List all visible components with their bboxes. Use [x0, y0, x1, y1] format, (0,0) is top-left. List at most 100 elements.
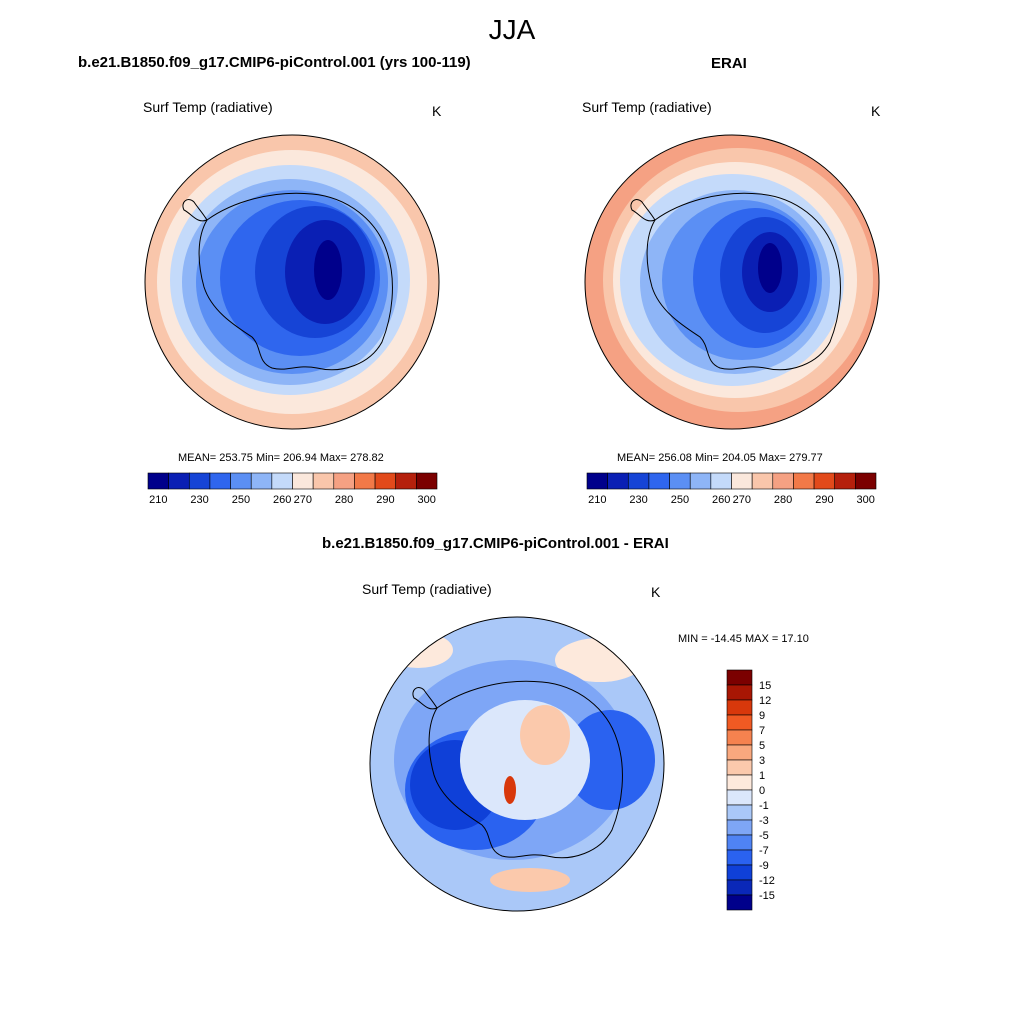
diff-colorbar-tick-label: 9 — [759, 710, 765, 722]
obs-colorbar-tick-label: 270 — [733, 494, 751, 506]
model-colorbar-swatch — [395, 472, 417, 490]
diff-colorbar-swatch — [726, 774, 753, 791]
diff-colorbar-tick-label: 0 — [759, 785, 765, 797]
obs-colorbar-swatch — [772, 472, 794, 490]
obs-colorbar: 210 230 250 260 270 280 290 300 — [586, 472, 877, 506]
model-colorbar-tick-label: 230 — [190, 494, 208, 506]
diff-colorbar-swatch — [726, 849, 753, 866]
obs-colorbar-swatch — [855, 472, 877, 490]
diff-colorbar-swatch — [726, 834, 753, 851]
obs-colorbar-tick-label: 280 — [774, 494, 792, 506]
diff-band-east — [565, 710, 655, 810]
diff-colorbar-swatch — [726, 684, 753, 701]
model-colorbar-tick-label: 270 — [294, 494, 312, 506]
obs-colorbar-swatch — [710, 472, 732, 490]
obs-panel-title: ERAI — [711, 55, 747, 72]
obs-colorbar-swatch — [689, 472, 712, 490]
model-colorbar-swatch — [250, 472, 273, 490]
model-variable-label: Surf Temp (radiative) — [143, 99, 273, 115]
obs-colorbar-tick-label: 290 — [815, 494, 833, 506]
model-colorbar-tick-label: 290 — [376, 494, 394, 506]
diff-colorbar-tick-label: 15 — [759, 680, 771, 692]
model-colorbar-swatch — [333, 472, 355, 490]
diff-colorbar-tick-label: -15 — [759, 890, 775, 902]
diff-colorbar-tick-label: 3 — [759, 755, 765, 767]
model-colorbar-tick-label: 250 — [232, 494, 250, 506]
diff-colorbar-tick-label: 12 — [759, 695, 771, 707]
diff-units-label: K — [651, 584, 661, 600]
model-colorbar: 210 230 250 260 270 280 290 300 — [147, 472, 438, 506]
diff-colorbar-tick-label: 5 — [759, 740, 765, 752]
model-units-label: K — [432, 103, 442, 119]
model-colorbar-tick-label: 300 — [417, 494, 435, 506]
diff-colorbar-swatch — [726, 879, 753, 896]
diff-colorbar-tick-label: -3 — [759, 815, 769, 827]
obs-colorbar-tick-label: 210 — [588, 494, 606, 506]
obs-colorbar-swatch — [607, 472, 629, 490]
model-panel-title: b.e21.B1850.f09_g17.CMIP6-piControl.001 … — [78, 54, 471, 71]
obs-colorbar-tick-label: 300 — [856, 494, 874, 506]
diff-colorbar-swatch — [726, 744, 753, 761]
model-colorbar-swatch — [188, 472, 211, 490]
diff-variable-label: Surf Temp (radiative) — [362, 581, 492, 597]
diff-colorbar-swatch — [726, 789, 753, 806]
model-stats: MEAN= 253.75 Min= 206.94 Max= 278.82 — [178, 452, 384, 464]
obs-units-label: K — [871, 103, 881, 119]
figure-title: JJA — [488, 14, 536, 45]
obs-colorbar-tick-label: 260 — [712, 494, 730, 506]
obs-colorbar-swatch — [731, 472, 753, 490]
model-colorbar-swatch — [354, 472, 376, 490]
obs-colorbar-swatch — [813, 472, 836, 490]
diff-colorbar-tick-label: -1 — [759, 800, 769, 812]
obs-colorbar-swatch — [627, 472, 650, 490]
model-colorbar-tick-label: 260 — [273, 494, 291, 506]
model-band-210 — [314, 240, 342, 300]
diff-warm-interior — [520, 705, 570, 765]
diff-colorbar-swatch — [726, 714, 753, 731]
diff-colorbar-tick-label: -7 — [759, 845, 769, 857]
obs-stats: MEAN= 256.08 Min= 204.05 Max= 279.77 — [617, 452, 823, 464]
model-colorbar-swatch — [312, 472, 335, 490]
obs-colorbar-swatch — [648, 472, 670, 490]
diff-colorbar-swatch — [726, 804, 753, 821]
model-colorbar-swatch — [292, 472, 314, 490]
diff-colorbar-swatch — [726, 759, 753, 776]
model-colorbar-swatch — [230, 472, 252, 490]
obs-map — [585, 135, 879, 429]
obs-colorbar-tick-label: 230 — [629, 494, 647, 506]
model-map-border — [144, 134, 440, 430]
diff-colorbar-swatch — [726, 819, 753, 836]
obs-variable-label: Surf Temp (radiative) — [582, 99, 712, 115]
model-colorbar-swatch — [209, 472, 231, 490]
diff-map — [370, 617, 664, 911]
diff-colorbar-tick-label: 7 — [759, 725, 765, 737]
model-colorbar-swatch — [374, 472, 397, 490]
diff-hot-spot — [504, 776, 516, 804]
model-map — [145, 135, 439, 429]
obs-colorbar-swatch — [751, 472, 774, 490]
diff-panel-title: b.e21.B1850.f09_g17.CMIP6-piControl.001 … — [322, 535, 669, 552]
model-colorbar-swatch — [271, 472, 293, 490]
diff-colorbar-swatch — [726, 894, 753, 911]
diff-colorbar-swatch — [726, 669, 753, 686]
diff-map-border — [369, 616, 665, 912]
obs-colorbar-swatch — [793, 472, 815, 490]
diff-warm-s — [490, 868, 570, 892]
obs-colorbar-swatch — [834, 472, 856, 490]
diff-colorbar-tick-label: -9 — [759, 860, 769, 872]
model-colorbar-swatch — [416, 472, 438, 490]
obs-colorbar-tick-label: 250 — [671, 494, 689, 506]
obs-map-border — [584, 134, 880, 430]
model-colorbar-swatch — [147, 472, 169, 490]
diff-colorbar-tick-label: 1 — [759, 770, 765, 782]
diff-stats: MIN = -14.45 MAX = 17.10 — [678, 633, 809, 645]
diff-colorbar-tick-label: -5 — [759, 830, 769, 842]
model-colorbar-tick-label: 280 — [335, 494, 353, 506]
model-colorbar-tick-label: 210 — [149, 494, 167, 506]
obs-band-210 — [758, 243, 782, 293]
diff-colorbar-tick-label: -12 — [759, 875, 775, 887]
obs-colorbar-swatch — [586, 472, 608, 490]
obs-colorbar-swatch — [669, 472, 691, 490]
diff-colorbar: 15 12 9 7 5 3 1 0 -1 -3 -5 -7 -9 -12 -15 — [726, 669, 775, 911]
